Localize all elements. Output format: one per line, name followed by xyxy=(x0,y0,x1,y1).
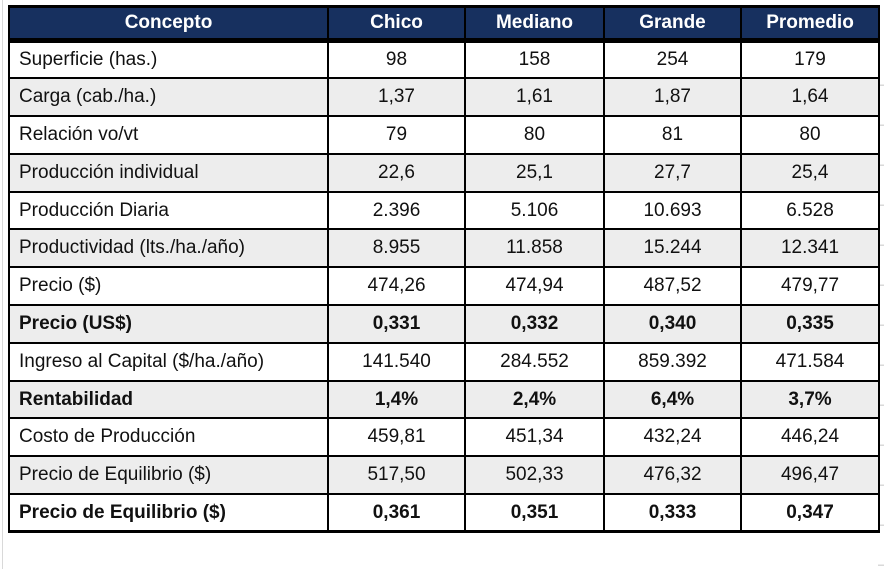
value-cell-promedio[interactable]: 25,4 xyxy=(740,152,880,193)
table-row: Costo de Producción 459,81 451,34 432,24… xyxy=(8,417,880,458)
value-cell-mediano[interactable]: 2,4% xyxy=(464,379,605,420)
value-cell-grande[interactable]: 1,87 xyxy=(603,77,742,118)
value-cell-promedio[interactable]: 3,7% xyxy=(740,379,880,420)
value-cell-mediano[interactable]: 158 xyxy=(464,39,605,80)
value-cell-grande[interactable]: 81 xyxy=(603,115,742,155)
table-row: Superficie (has.) 98 158 254 179 xyxy=(8,39,880,80)
value-cell-promedio[interactable]: 80 xyxy=(740,115,880,155)
row-label[interactable]: Precio (US$) xyxy=(8,304,329,344)
table-row: Precio de Equilibrio ($) 517,50 502,33 4… xyxy=(8,455,880,496)
value-cell-promedio[interactable]: 479,77 xyxy=(740,266,880,307)
column-header-mediano[interactable]: Mediano xyxy=(464,5,605,43)
table-row: Carga (cab./ha.) 1,37 1,61 1,87 1,64 xyxy=(8,77,880,118)
table-row: Rentabilidad 1,4% 2,4% 6,4% 3,7% xyxy=(8,379,880,420)
table-row: Producción Diaria 2.396 5.106 10.693 6.5… xyxy=(8,190,880,231)
table-row: Precio ($) 474,26 474,94 487,52 479,77 xyxy=(8,266,880,307)
value-cell-mediano[interactable]: 5.106 xyxy=(464,190,605,231)
row-label[interactable]: Productividad (lts./ha./año) xyxy=(8,228,329,269)
value-cell-mediano[interactable]: 0,351 xyxy=(464,493,605,534)
results-table: Concepto Chico Mediano Grande Promedio S… xyxy=(8,5,880,534)
value-cell-chico[interactable]: 8.955 xyxy=(327,228,466,269)
value-cell-promedio[interactable]: 0,347 xyxy=(740,493,880,534)
value-cell-promedio[interactable]: 496,47 xyxy=(740,455,880,496)
value-cell-promedio[interactable]: 446,24 xyxy=(740,417,880,458)
value-cell-mediano[interactable]: 80 xyxy=(464,115,605,155)
value-cell-chico[interactable]: 1,37 xyxy=(327,77,466,118)
row-label[interactable]: Precio ($) xyxy=(8,266,329,307)
value-cell-mediano[interactable]: 474,94 xyxy=(464,266,605,307)
value-cell-chico[interactable]: 98 xyxy=(327,39,466,80)
row-label[interactable]: Carga (cab./ha.) xyxy=(8,77,329,118)
value-cell-chico[interactable]: 0,361 xyxy=(327,493,466,534)
sheet-gridline-left xyxy=(2,0,3,569)
row-label[interactable]: Costo de Producción xyxy=(8,417,329,458)
value-cell-grande[interactable]: 859.392 xyxy=(603,341,742,382)
table-header: Concepto Chico Mediano Grande Promedio xyxy=(8,5,880,43)
row-label[interactable]: Precio de Equilibrio ($) xyxy=(8,493,329,534)
header-row: Concepto Chico Mediano Grande Promedio xyxy=(8,5,880,43)
row-label[interactable]: Rentabilidad xyxy=(8,379,329,420)
table-row: Relación vo/vt 79 80 81 80 xyxy=(8,115,880,155)
value-cell-promedio[interactable]: 0,335 xyxy=(740,304,880,344)
value-cell-grande[interactable]: 10.693 xyxy=(603,190,742,231)
value-cell-grande[interactable]: 254 xyxy=(603,39,742,80)
value-cell-promedio[interactable]: 12.341 xyxy=(740,228,880,269)
value-cell-grande[interactable]: 0,333 xyxy=(603,493,742,534)
value-cell-chico[interactable]: 141.540 xyxy=(327,341,466,382)
value-cell-chico[interactable]: 1,4% xyxy=(327,379,466,420)
row-label[interactable]: Ingreso al Capital ($/ha./año) xyxy=(8,341,329,382)
value-cell-grande[interactable]: 6,4% xyxy=(603,379,742,420)
value-cell-chico[interactable]: 517,50 xyxy=(327,455,466,496)
value-cell-grande[interactable]: 15.244 xyxy=(603,228,742,269)
value-cell-chico[interactable]: 2.396 xyxy=(327,190,466,231)
row-label[interactable]: Producción Diaria xyxy=(8,190,329,231)
value-cell-chico[interactable]: 22,6 xyxy=(327,152,466,193)
value-cell-mediano[interactable]: 284.552 xyxy=(464,341,605,382)
value-cell-grande[interactable]: 0,340 xyxy=(603,304,742,344)
value-cell-mediano[interactable]: 502,33 xyxy=(464,455,605,496)
table-row: Precio (US$) 0,331 0,332 0,340 0,335 xyxy=(8,304,880,344)
value-cell-chico[interactable]: 474,26 xyxy=(327,266,466,307)
value-cell-chico[interactable]: 459,81 xyxy=(327,417,466,458)
value-cell-chico[interactable]: 0,331 xyxy=(327,304,466,344)
row-label[interactable]: Relación vo/vt xyxy=(8,115,329,155)
table-row: Productividad (lts./ha./año) 8.955 11.85… xyxy=(8,228,880,269)
column-header-concepto[interactable]: Concepto xyxy=(8,5,329,43)
column-header-chico[interactable]: Chico xyxy=(327,5,466,43)
value-cell-mediano[interactable]: 451,34 xyxy=(464,417,605,458)
value-cell-mediano[interactable]: 0,332 xyxy=(464,304,605,344)
value-cell-mediano[interactable]: 11.858 xyxy=(464,228,605,269)
value-cell-grande[interactable]: 476,32 xyxy=(603,455,742,496)
table-row: Precio de Equilibrio ($) 0,361 0,351 0,3… xyxy=(8,493,880,534)
table-row: Producción individual 22,6 25,1 27,7 25,… xyxy=(8,152,880,193)
row-label[interactable]: Superficie (has.) xyxy=(8,39,329,80)
value-cell-promedio[interactable]: 179 xyxy=(740,39,880,80)
value-cell-grande[interactable]: 487,52 xyxy=(603,266,742,307)
value-cell-promedio[interactable]: 1,64 xyxy=(740,77,880,118)
column-header-promedio[interactable]: Promedio xyxy=(740,5,880,43)
column-header-grande[interactable]: Grande xyxy=(603,5,742,43)
value-cell-chico[interactable]: 79 xyxy=(327,115,466,155)
table-body: Superficie (has.) 98 158 254 179 Carga (… xyxy=(8,39,880,534)
table-row: Ingreso al Capital ($/ha./año) 141.540 2… xyxy=(8,341,880,382)
row-label[interactable]: Precio de Equilibrio ($) xyxy=(8,455,329,496)
value-cell-mediano[interactable]: 25,1 xyxy=(464,152,605,193)
value-cell-promedio[interactable]: 6.528 xyxy=(740,190,880,231)
value-cell-promedio[interactable]: 471.584 xyxy=(740,341,880,382)
sheet-gridline-stubs-right xyxy=(878,46,884,569)
value-cell-grande[interactable]: 27,7 xyxy=(603,152,742,193)
value-cell-mediano[interactable]: 1,61 xyxy=(464,77,605,118)
row-label[interactable]: Producción individual xyxy=(8,152,329,193)
value-cell-grande[interactable]: 432,24 xyxy=(603,417,742,458)
